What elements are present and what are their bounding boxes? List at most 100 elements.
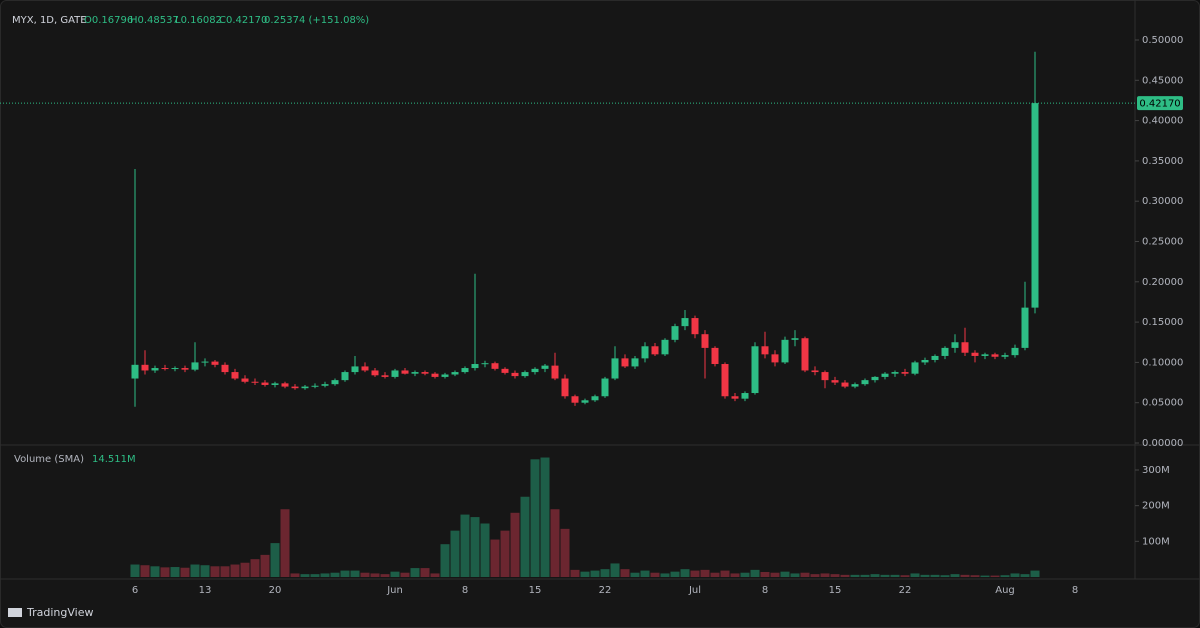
candle-body bbox=[781, 339, 789, 363]
candle-body bbox=[951, 342, 959, 348]
volume-bar bbox=[180, 567, 190, 577]
candle-body bbox=[411, 372, 419, 374]
candle-body bbox=[481, 363, 489, 365]
x-tick-label: 8 bbox=[1072, 585, 1078, 596]
volume-bar bbox=[820, 573, 830, 577]
candle-body bbox=[831, 380, 839, 383]
candle-body bbox=[641, 346, 649, 359]
volume-bar bbox=[410, 568, 420, 577]
candle-body bbox=[971, 352, 979, 356]
y-tick-label: 0.15000 bbox=[1142, 317, 1183, 328]
candle-body bbox=[541, 365, 549, 369]
volume-bar bbox=[260, 554, 270, 577]
candle-body bbox=[741, 393, 749, 399]
x-tick-label: 22 bbox=[899, 585, 912, 596]
volume-bar bbox=[810, 574, 820, 577]
volume-bar bbox=[290, 573, 300, 577]
volume-bar bbox=[1020, 574, 1030, 577]
volume-bar bbox=[490, 539, 500, 577]
volume-bar bbox=[190, 564, 200, 577]
candle-body bbox=[161, 368, 169, 370]
candle-body bbox=[181, 368, 189, 370]
candle-body bbox=[501, 368, 509, 373]
volume-bar bbox=[340, 570, 350, 577]
candle-body bbox=[371, 370, 379, 376]
candle-body bbox=[401, 370, 409, 374]
candle-body bbox=[941, 347, 949, 356]
volume-bar bbox=[210, 566, 220, 577]
volume-bar bbox=[710, 572, 720, 577]
candle-body bbox=[661, 339, 669, 355]
candle-body bbox=[671, 326, 679, 340]
x-tick-label: 8 bbox=[462, 585, 468, 596]
candle-body bbox=[1001, 355, 1009, 357]
candle-body bbox=[341, 372, 349, 381]
volume-bar bbox=[440, 544, 450, 577]
candle-body bbox=[571, 396, 579, 403]
volume-bar bbox=[790, 573, 800, 577]
candle-body bbox=[851, 384, 859, 387]
y-tick-label: 0.40000 bbox=[1142, 116, 1183, 127]
volume-bar bbox=[380, 574, 390, 577]
candle-body bbox=[241, 378, 249, 382]
volume-bar bbox=[580, 571, 590, 577]
volume-bar bbox=[170, 567, 180, 577]
y-tick-label: 0.35000 bbox=[1142, 156, 1183, 167]
volume-bar bbox=[910, 573, 920, 577]
volume-bar bbox=[880, 574, 890, 577]
candle-body bbox=[211, 361, 219, 365]
volume-bar bbox=[450, 530, 460, 577]
volume-bar bbox=[830, 574, 840, 577]
volume-bar bbox=[430, 573, 440, 577]
volume-bar bbox=[840, 574, 850, 577]
volume-bar bbox=[360, 572, 370, 577]
volume-bar bbox=[770, 572, 780, 577]
candle-body bbox=[461, 368, 469, 373]
candle-body bbox=[931, 355, 939, 360]
candle-body bbox=[321, 384, 329, 386]
x-tick-label: Jun bbox=[386, 585, 403, 596]
candle-body bbox=[961, 342, 969, 353]
volume-bar bbox=[400, 572, 410, 577]
logo: TradingView bbox=[8, 606, 93, 619]
volume-bar bbox=[920, 574, 930, 577]
volume-bar bbox=[540, 457, 550, 577]
volume-bar bbox=[480, 523, 490, 577]
ohlc-value: L0.16082 bbox=[175, 15, 222, 26]
ohlc-value: H0.48537 bbox=[130, 15, 179, 26]
x-tick-label: 15 bbox=[829, 585, 842, 596]
candle-body bbox=[281, 383, 289, 387]
candle-body bbox=[201, 361, 209, 363]
watermark: TradingView bbox=[26, 606, 93, 619]
volume-bar bbox=[300, 574, 310, 577]
candle-body bbox=[261, 382, 269, 385]
y-tick-label: 0.45000 bbox=[1142, 75, 1183, 86]
volume-bar bbox=[150, 566, 160, 577]
volume-bar bbox=[970, 575, 980, 577]
candle-body bbox=[531, 368, 539, 373]
volume-bar bbox=[940, 575, 950, 577]
volume-bar bbox=[420, 568, 430, 577]
volume-bar bbox=[1010, 573, 1020, 577]
volume-bar bbox=[350, 570, 360, 577]
volume-bar bbox=[740, 572, 750, 577]
volume-bar bbox=[780, 571, 790, 577]
candle-body bbox=[451, 372, 459, 375]
volume-bar bbox=[730, 573, 740, 577]
volume-bar bbox=[870, 574, 880, 577]
candle-body bbox=[721, 364, 729, 397]
candle-body bbox=[891, 372, 899, 374]
volume-bar bbox=[630, 572, 640, 577]
candle-body bbox=[331, 380, 339, 385]
volume-bar bbox=[130, 564, 140, 577]
candle-body bbox=[361, 366, 369, 371]
volume-bar bbox=[270, 543, 280, 577]
volume-bar bbox=[160, 567, 170, 577]
candle-body bbox=[631, 358, 639, 367]
candle-body bbox=[901, 372, 909, 374]
y-tick-label: 0.30000 bbox=[1142, 196, 1183, 207]
candle-body bbox=[491, 363, 499, 369]
volume-tick-label: 200M bbox=[1142, 501, 1170, 512]
candle-body bbox=[421, 372, 429, 374]
